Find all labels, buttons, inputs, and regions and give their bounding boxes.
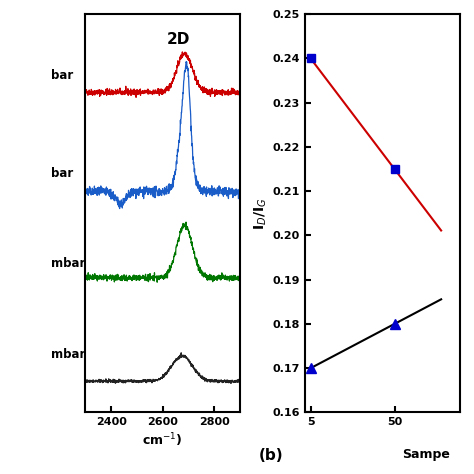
X-axis label: cm$^{-1}$): cm$^{-1}$): [142, 431, 183, 449]
Text: (b): (b): [259, 448, 283, 463]
Text: mbar: mbar: [51, 256, 86, 270]
Text: mbar: mbar: [51, 348, 86, 361]
Text: Sampe: Sampe: [402, 448, 450, 461]
Text: 2D: 2D: [166, 32, 190, 47]
Text: bar: bar: [51, 167, 73, 180]
Y-axis label: I$_D$/I$_G$: I$_D$/I$_G$: [252, 197, 268, 229]
Text: bar: bar: [51, 69, 73, 82]
